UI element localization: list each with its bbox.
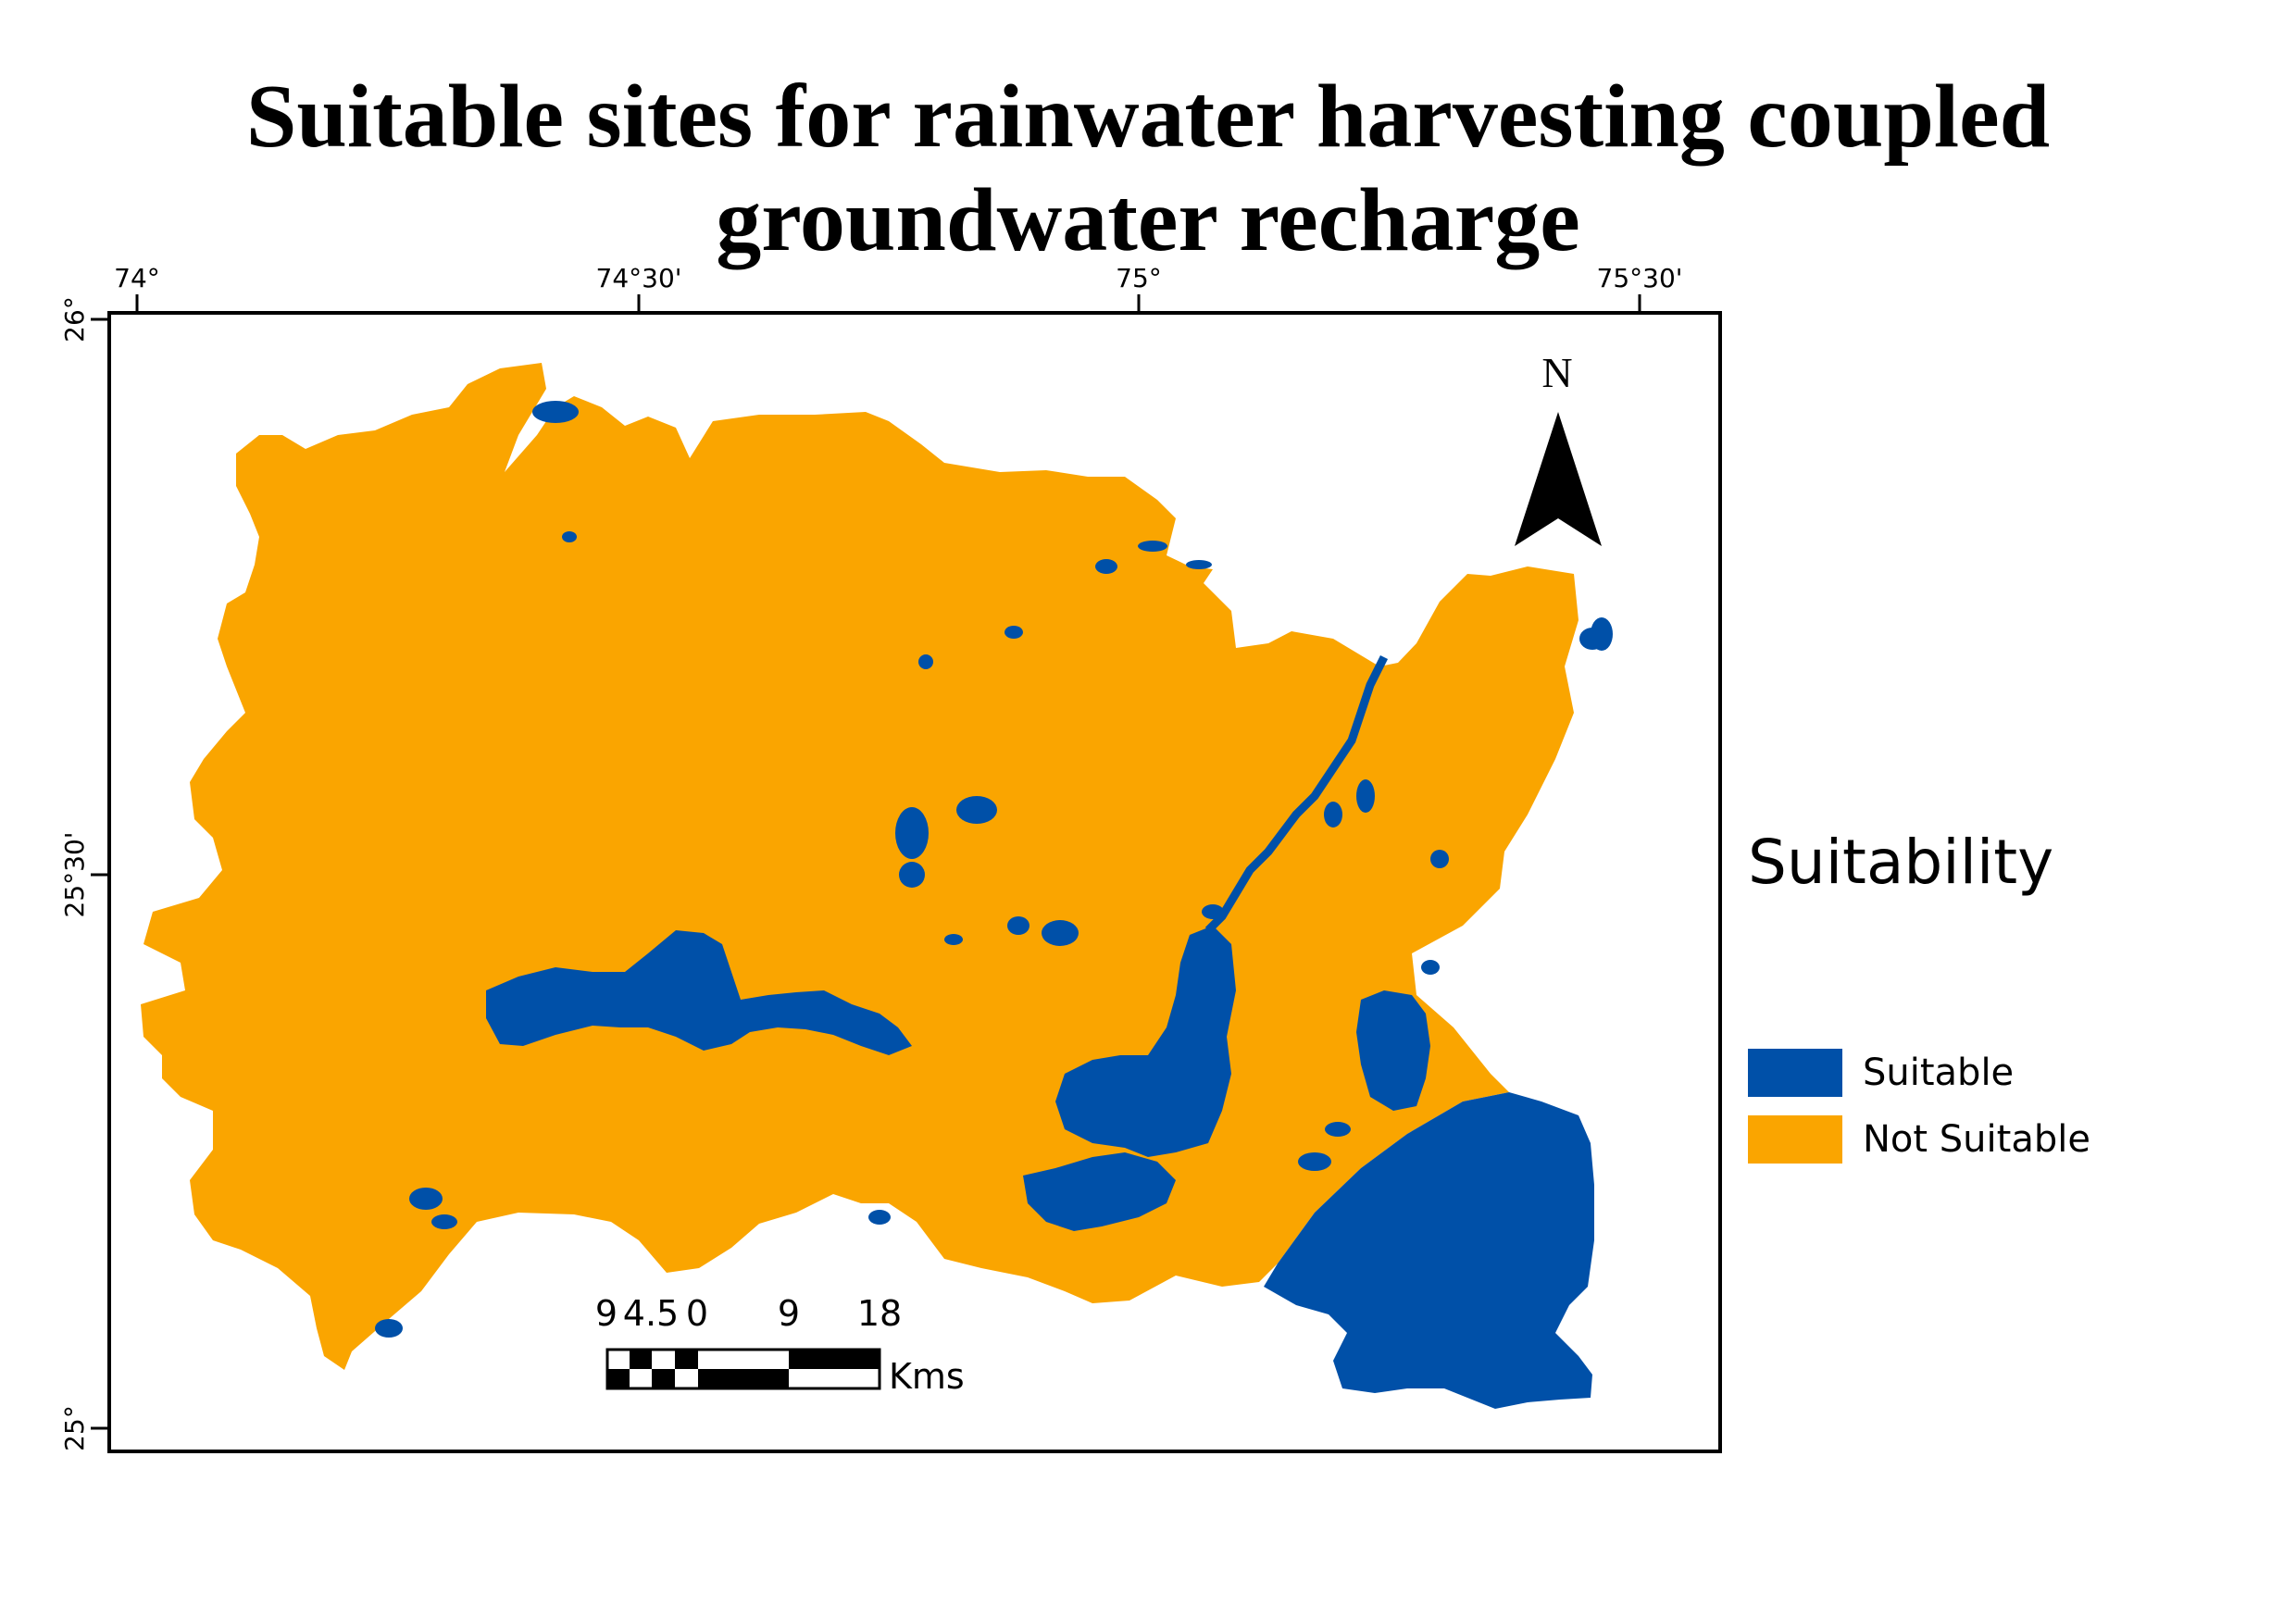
graticule-label-26: 26° bbox=[59, 296, 90, 342]
scale-segment bbox=[698, 1350, 789, 1369]
scale-segment bbox=[789, 1369, 880, 1388]
legend-title: Suitability bbox=[1748, 827, 2054, 898]
scale-unit: Kms bbox=[889, 1356, 965, 1397]
scale-segment bbox=[630, 1369, 652, 1388]
region-suitable-central-corridor bbox=[1055, 926, 1236, 1157]
graticule-label-75-30: 75°30' bbox=[1597, 263, 1683, 293]
graticule-label-74-30: 74°30' bbox=[596, 263, 682, 293]
region-suitable-west-central bbox=[486, 930, 912, 1055]
scale-tick-9-left: 9 bbox=[595, 1293, 618, 1334]
scale-tick-4-5: 4.5 bbox=[623, 1293, 679, 1334]
scale-tick-0: 0 bbox=[686, 1293, 708, 1334]
scale-segment bbox=[675, 1350, 698, 1369]
north-arrow-label: N bbox=[1541, 349, 1572, 396]
graticule-label-25-30: 25°30' bbox=[59, 832, 90, 918]
region-not-suitable bbox=[141, 363, 1578, 1370]
graticule-label-74: 74° bbox=[114, 263, 160, 293]
river-channel bbox=[1204, 654, 1389, 934]
legend-item-not-suitable: Not Suitable bbox=[1748, 1115, 2090, 1164]
scale-tick-18: 18 bbox=[857, 1293, 902, 1334]
region-suitable-scattered bbox=[375, 401, 1613, 1338]
scale-segment bbox=[652, 1369, 675, 1388]
map-title: Suitable sites for rainwater harvesting … bbox=[0, 65, 2296, 272]
scale-segment bbox=[675, 1369, 698, 1388]
scale-segment bbox=[652, 1350, 675, 1369]
scale-bar-border bbox=[605, 1348, 881, 1390]
legend-label-suitable: Suitable bbox=[1863, 1052, 2015, 1094]
graticule-label-75: 75° bbox=[1116, 263, 1162, 293]
graticule-label-25: 25° bbox=[59, 1405, 90, 1451]
map-title-line2: groundwater recharge bbox=[716, 170, 1580, 270]
north-arrow-icon bbox=[1515, 412, 1602, 546]
left-graticule-ticks bbox=[91, 317, 109, 1430]
scale-segment bbox=[607, 1350, 630, 1369]
scale-bar: 9 4.5 0 9 18 Kms bbox=[595, 1293, 965, 1397]
scale-segment bbox=[630, 1350, 652, 1369]
legend-swatch-suitable bbox=[1748, 1049, 1842, 1097]
scale-tick-9: 9 bbox=[778, 1293, 800, 1334]
legend-label-not-suitable: Not Suitable bbox=[1863, 1118, 2090, 1161]
legend-item-suitable: Suitable bbox=[1748, 1049, 2014, 1097]
map-title-line1: Suitable sites for rainwater harvesting … bbox=[245, 67, 2051, 167]
region-suitable-east-cluster bbox=[1356, 990, 1430, 1111]
scale-segment bbox=[698, 1369, 789, 1388]
top-graticule-ticks bbox=[135, 294, 1641, 313]
scale-segment bbox=[607, 1369, 630, 1388]
region-suitable-southeast bbox=[1264, 1092, 1594, 1409]
north-arrow: N bbox=[1515, 349, 1602, 546]
scale-segment bbox=[789, 1350, 880, 1369]
legend-swatch-not-suitable bbox=[1748, 1115, 1842, 1164]
